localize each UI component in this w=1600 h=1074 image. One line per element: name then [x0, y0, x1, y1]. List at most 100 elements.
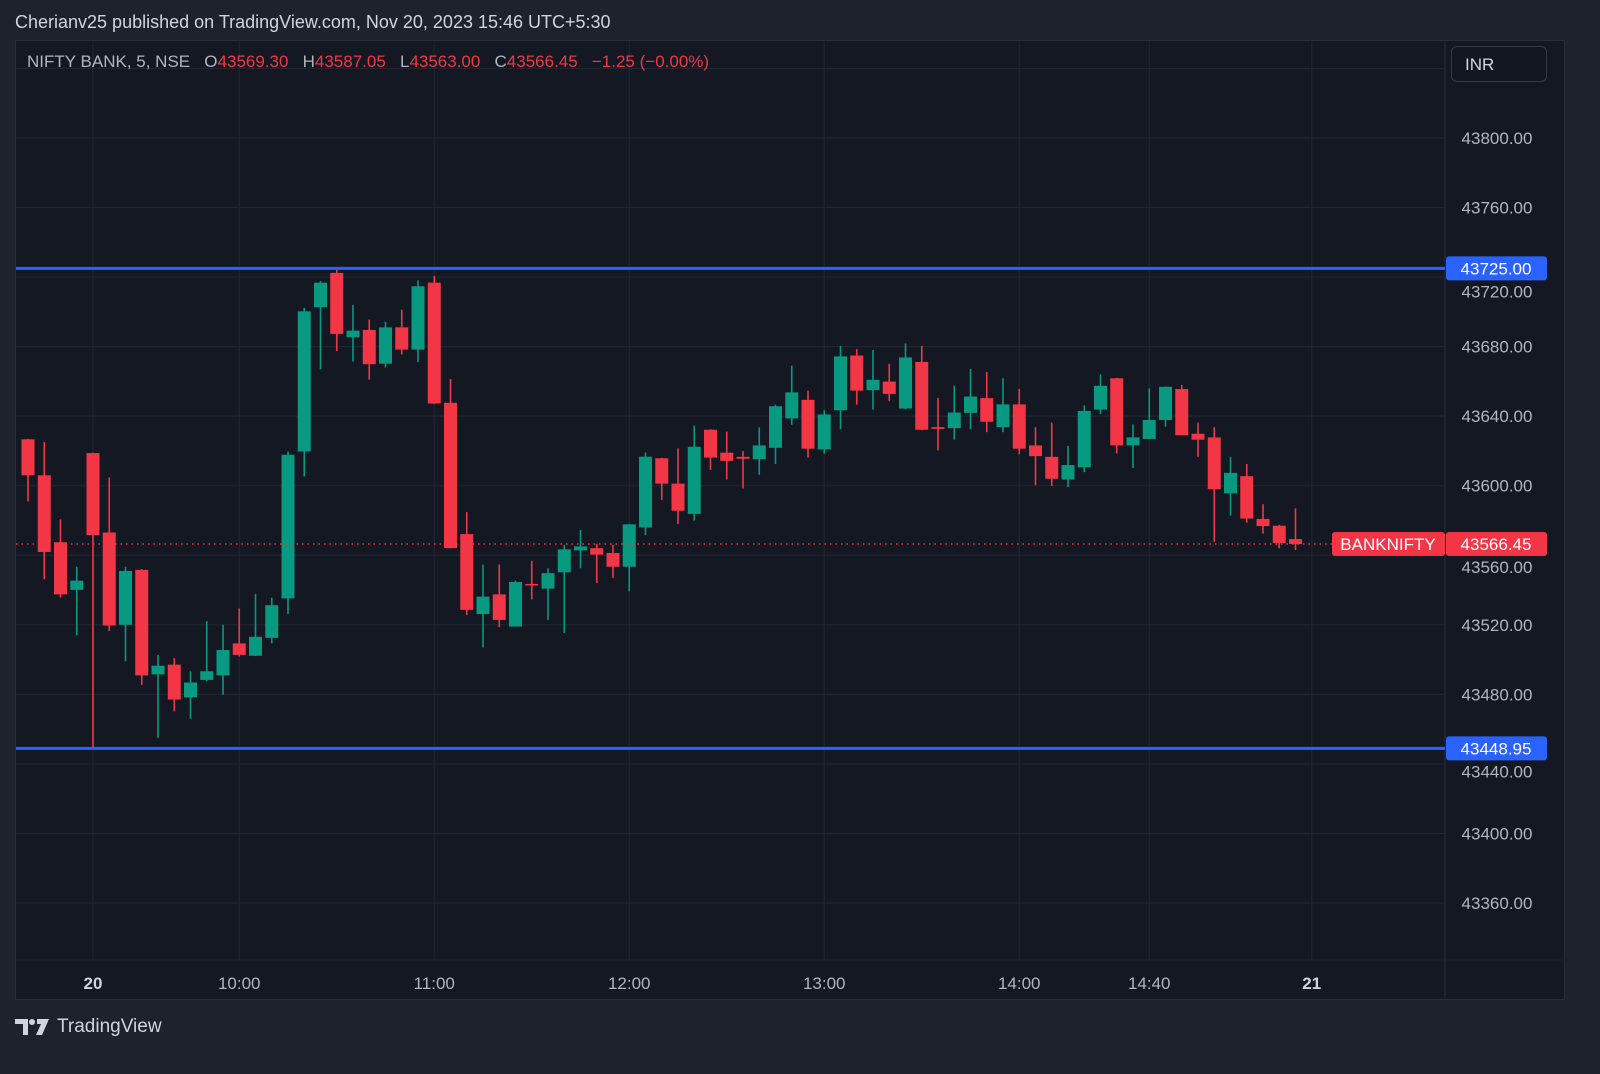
- candle-body[interactable]: [639, 456, 652, 528]
- candle[interactable]: [37, 441, 51, 580]
- chart-frame[interactable]: [15, 40, 1565, 1000]
- candle[interactable]: [1272, 524, 1286, 549]
- candle[interactable]: [1207, 427, 1221, 542]
- candle[interactable]: [444, 378, 457, 549]
- candle-body[interactable]: [834, 356, 847, 411]
- candle-body[interactable]: [866, 379, 880, 391]
- candle-body[interactable]: [509, 582, 522, 627]
- candle[interactable]: [411, 280, 425, 362]
- candle[interactable]: [947, 385, 961, 440]
- currency-button[interactable]: INR: [1451, 46, 1547, 82]
- candle-body[interactable]: [249, 636, 262, 656]
- candle[interactable]: [54, 519, 67, 598]
- candle[interactable]: [102, 477, 116, 632]
- candle[interactable]: [785, 365, 799, 425]
- candle-body[interactable]: [1094, 385, 1107, 410]
- candle[interactable]: [151, 654, 165, 738]
- candle-body[interactable]: [1012, 404, 1026, 449]
- candle-body[interactable]: [1224, 472, 1237, 494]
- candle-body[interactable]: [330, 272, 344, 334]
- candle[interactable]: [1045, 422, 1059, 486]
- candle[interactable]: [476, 564, 490, 648]
- candle-body[interactable]: [1272, 525, 1286, 544]
- candle[interactable]: [882, 363, 896, 402]
- candle-body[interactable]: [996, 404, 1010, 428]
- candle[interactable]: [492, 564, 506, 628]
- candle-body[interactable]: [704, 429, 717, 458]
- candle[interactable]: [801, 390, 815, 458]
- candle[interactable]: [752, 427, 766, 475]
- candle-body[interactable]: [687, 446, 701, 514]
- candle[interactable]: [509, 580, 522, 627]
- candle[interactable]: [557, 544, 571, 633]
- candle[interactable]: [541, 568, 555, 620]
- candle-body[interactable]: [622, 524, 636, 567]
- candle[interactable]: [314, 281, 327, 370]
- candle-body[interactable]: [1256, 518, 1270, 527]
- candle[interactable]: [395, 309, 409, 355]
- candle[interactable]: [1191, 422, 1205, 457]
- candle-body[interactable]: [525, 583, 539, 586]
- candle-body[interactable]: [1240, 476, 1254, 519]
- candle-body[interactable]: [899, 357, 912, 409]
- candle-body[interactable]: [281, 454, 295, 599]
- candle-body[interactable]: [427, 282, 441, 404]
- candle-body[interactable]: [54, 542, 67, 595]
- candle-body[interactable]: [151, 665, 165, 675]
- candle[interactable]: [687, 425, 701, 521]
- candle[interactable]: [736, 450, 750, 489]
- candle-body[interactable]: [964, 396, 977, 413]
- candle[interactable]: [1110, 377, 1124, 454]
- candle[interactable]: [1142, 388, 1156, 439]
- candle[interactable]: [379, 321, 392, 368]
- candle-body[interactable]: [37, 475, 51, 552]
- candle[interactable]: [135, 569, 149, 686]
- tradingview-brand[interactable]: TradingView: [15, 1016, 162, 1038]
- candle[interactable]: [249, 593, 262, 657]
- candle[interactable]: [720, 431, 734, 480]
- candle-body[interactable]: [590, 548, 604, 555]
- candle[interactable]: [606, 544, 620, 579]
- candle[interactable]: [232, 608, 246, 657]
- candle-body[interactable]: [752, 445, 766, 460]
- candle-body[interactable]: [184, 682, 197, 698]
- candle[interactable]: [1029, 427, 1042, 486]
- candle[interactable]: [834, 345, 847, 430]
- candle[interactable]: [330, 268, 344, 352]
- candle[interactable]: [1240, 463, 1254, 523]
- candle-body[interactable]: [135, 569, 149, 676]
- candle[interactable]: [167, 658, 181, 712]
- candle[interactable]: [671, 448, 685, 524]
- candle-body[interactable]: [1207, 437, 1221, 490]
- candle[interactable]: [574, 530, 587, 569]
- candle-body[interactable]: [574, 546, 587, 551]
- candle[interactable]: [119, 566, 132, 662]
- candle-body[interactable]: [86, 453, 100, 536]
- candle-body[interactable]: [476, 596, 490, 615]
- candle-body[interactable]: [947, 412, 961, 429]
- candle-body[interactable]: [297, 311, 311, 452]
- candle[interactable]: [362, 319, 376, 380]
- candle[interactable]: [1224, 456, 1237, 516]
- candle-body[interactable]: [1045, 456, 1059, 479]
- candle[interactable]: [590, 543, 604, 584]
- candle[interactable]: [866, 349, 880, 410]
- candle[interactable]: [1256, 504, 1270, 534]
- candle-body[interactable]: [167, 664, 181, 700]
- candle[interactable]: [1077, 405, 1091, 473]
- candle[interactable]: [184, 671, 197, 719]
- candle-body[interactable]: [395, 327, 409, 350]
- candle-body[interactable]: [541, 573, 555, 589]
- candle-body[interactable]: [1142, 420, 1156, 439]
- candle[interactable]: [622, 523, 636, 592]
- candle[interactable]: [915, 345, 929, 431]
- candle[interactable]: [427, 276, 441, 405]
- candle[interactable]: [639, 452, 652, 536]
- candle[interactable]: [899, 343, 912, 410]
- candle-body[interactable]: [1191, 433, 1205, 440]
- candle-body[interactable]: [200, 671, 214, 680]
- candle-body[interactable]: [931, 427, 945, 429]
- candle-body[interactable]: [736, 456, 750, 459]
- candle-body[interactable]: [1061, 465, 1075, 480]
